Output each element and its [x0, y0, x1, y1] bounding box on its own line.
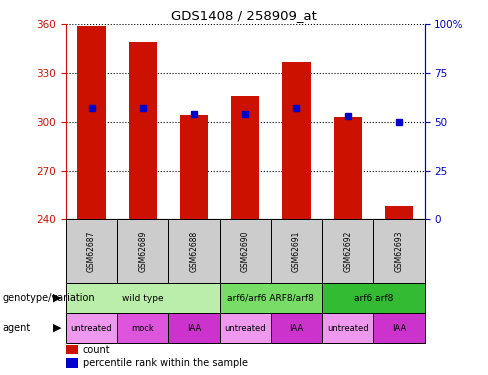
Bar	[231, 96, 259, 219]
Bar	[66, 313, 117, 343]
Bar	[180, 116, 208, 219]
Bar	[322, 219, 373, 283]
Text: IAA: IAA	[392, 324, 406, 333]
Text: ▶: ▶	[53, 323, 61, 333]
Text: untreated: untreated	[327, 324, 368, 333]
Text: genotype/variation: genotype/variation	[2, 293, 95, 303]
Text: GSM62687: GSM62687	[87, 231, 96, 272]
Bar	[117, 219, 168, 283]
Bar	[129, 42, 157, 219]
Bar	[168, 313, 220, 343]
Text: mock: mock	[131, 324, 154, 333]
Text: untreated: untreated	[71, 324, 112, 333]
Text: GSM62688: GSM62688	[189, 231, 199, 272]
Text: GSM62692: GSM62692	[343, 231, 352, 272]
Bar	[220, 313, 271, 343]
Text: IAA: IAA	[187, 324, 201, 333]
Text: IAA: IAA	[289, 324, 304, 333]
Text: wild type: wild type	[122, 294, 163, 303]
Bar	[220, 283, 322, 313]
Text: arf6 arf8: arf6 arf8	[354, 294, 393, 303]
Text: GSM62693: GSM62693	[394, 231, 404, 272]
Bar	[271, 313, 322, 343]
Bar	[373, 313, 425, 343]
Text: arf6/arf6 ARF8/arf8: arf6/arf6 ARF8/arf8	[227, 294, 314, 303]
Bar	[117, 313, 168, 343]
Text: agent: agent	[2, 323, 31, 333]
Bar	[385, 206, 413, 219]
Bar	[66, 219, 117, 283]
Text: count: count	[83, 345, 111, 355]
Text: ▶: ▶	[53, 293, 61, 303]
Bar	[271, 219, 322, 283]
Bar	[334, 117, 362, 219]
Text: untreated: untreated	[224, 324, 266, 333]
Text: GSM62689: GSM62689	[138, 231, 147, 272]
Text: GSM62690: GSM62690	[241, 231, 250, 272]
Bar	[78, 26, 105, 219]
Text: GSM62691: GSM62691	[292, 231, 301, 272]
Text: percentile rank within the sample: percentile rank within the sample	[83, 358, 248, 368]
Text: GDS1408 / 258909_at: GDS1408 / 258909_at	[171, 9, 317, 22]
Bar	[373, 219, 425, 283]
Bar	[322, 283, 425, 313]
Bar	[283, 62, 310, 219]
Bar	[66, 283, 220, 313]
Bar	[168, 219, 220, 283]
Bar	[220, 219, 271, 283]
Bar	[322, 313, 373, 343]
